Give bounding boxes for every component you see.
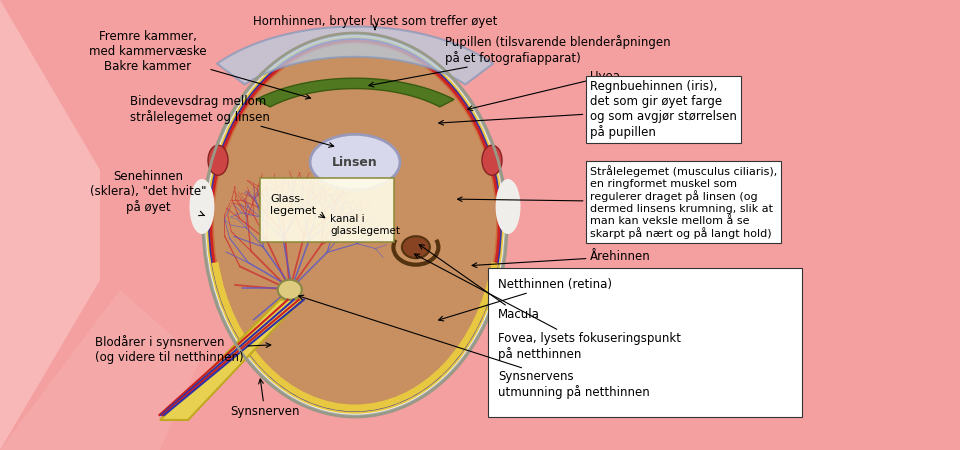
Text: Glass-
legemet: Glass- legemet <box>270 194 316 216</box>
Text: Macula: Macula <box>420 244 540 321</box>
Text: Synsnervens
utmunning på netthinnen: Synsnervens utmunning på netthinnen <box>299 295 650 399</box>
Text: Hornhinnen, bryter lyset som treffer øyet: Hornhinnen, bryter lyset som treffer øye… <box>252 15 497 30</box>
Text: kanal i
glasslegemet: kanal i glasslegemet <box>330 214 400 236</box>
Text: Linsen: Linsen <box>332 156 378 169</box>
Text: Regnbuehinnen (iris),
det som gir øyet farge
og som avgjør størrelsen
på pupille: Regnbuehinnen (iris), det som gir øyet f… <box>439 80 737 139</box>
Text: Strålelegemet (musculus ciliaris),
en ringformet muskel som
regulerer draget på : Strålelegemet (musculus ciliaris), en ri… <box>458 165 778 239</box>
Ellipse shape <box>277 280 301 300</box>
Polygon shape <box>0 0 100 450</box>
Ellipse shape <box>402 236 430 258</box>
Polygon shape <box>217 27 492 85</box>
Text: Bindevevsdrag mellom
strålelegemet og linsen: Bindevevsdrag mellom strålelegemet og li… <box>130 95 334 147</box>
Text: Blodårer i synsnerven
(og videre til netthinnen): Blodårer i synsnerven (og videre til net… <box>95 335 271 364</box>
Text: Netthinnen (retina): Netthinnen (retina) <box>439 278 612 321</box>
Text: Pupillen (tilsvarende blenderåpningen
på et fotografiapparat): Pupillen (tilsvarende blenderåpningen på… <box>369 35 671 87</box>
Text: Fovea, lysets fokuseringspunkt
på netthinnen: Fovea, lysets fokuseringspunkt på netthi… <box>415 254 681 361</box>
Polygon shape <box>0 290 200 450</box>
FancyBboxPatch shape <box>260 178 394 242</box>
Ellipse shape <box>208 145 228 175</box>
Text: Uvea: Uvea <box>468 70 620 111</box>
Polygon shape <box>160 300 301 420</box>
FancyBboxPatch shape <box>488 268 802 417</box>
Text: Synsnerven: Synsnerven <box>230 379 300 418</box>
Polygon shape <box>256 78 454 107</box>
Text: Senehinnen
(sklera), "det hvite"
på øyet: Senehinnen (sklera), "det hvite" på øyet <box>90 170 206 216</box>
Text: Årehinnen: Årehinnen <box>472 250 651 268</box>
Text: Fremre kammer,
med kammervæske
Bakre kammer: Fremre kammer, med kammervæske Bakre kam… <box>89 30 310 99</box>
Ellipse shape <box>208 38 502 412</box>
Ellipse shape <box>482 145 502 175</box>
Ellipse shape <box>189 179 214 234</box>
Ellipse shape <box>310 135 400 190</box>
Ellipse shape <box>495 179 520 234</box>
Ellipse shape <box>214 44 496 406</box>
Ellipse shape <box>204 34 506 416</box>
